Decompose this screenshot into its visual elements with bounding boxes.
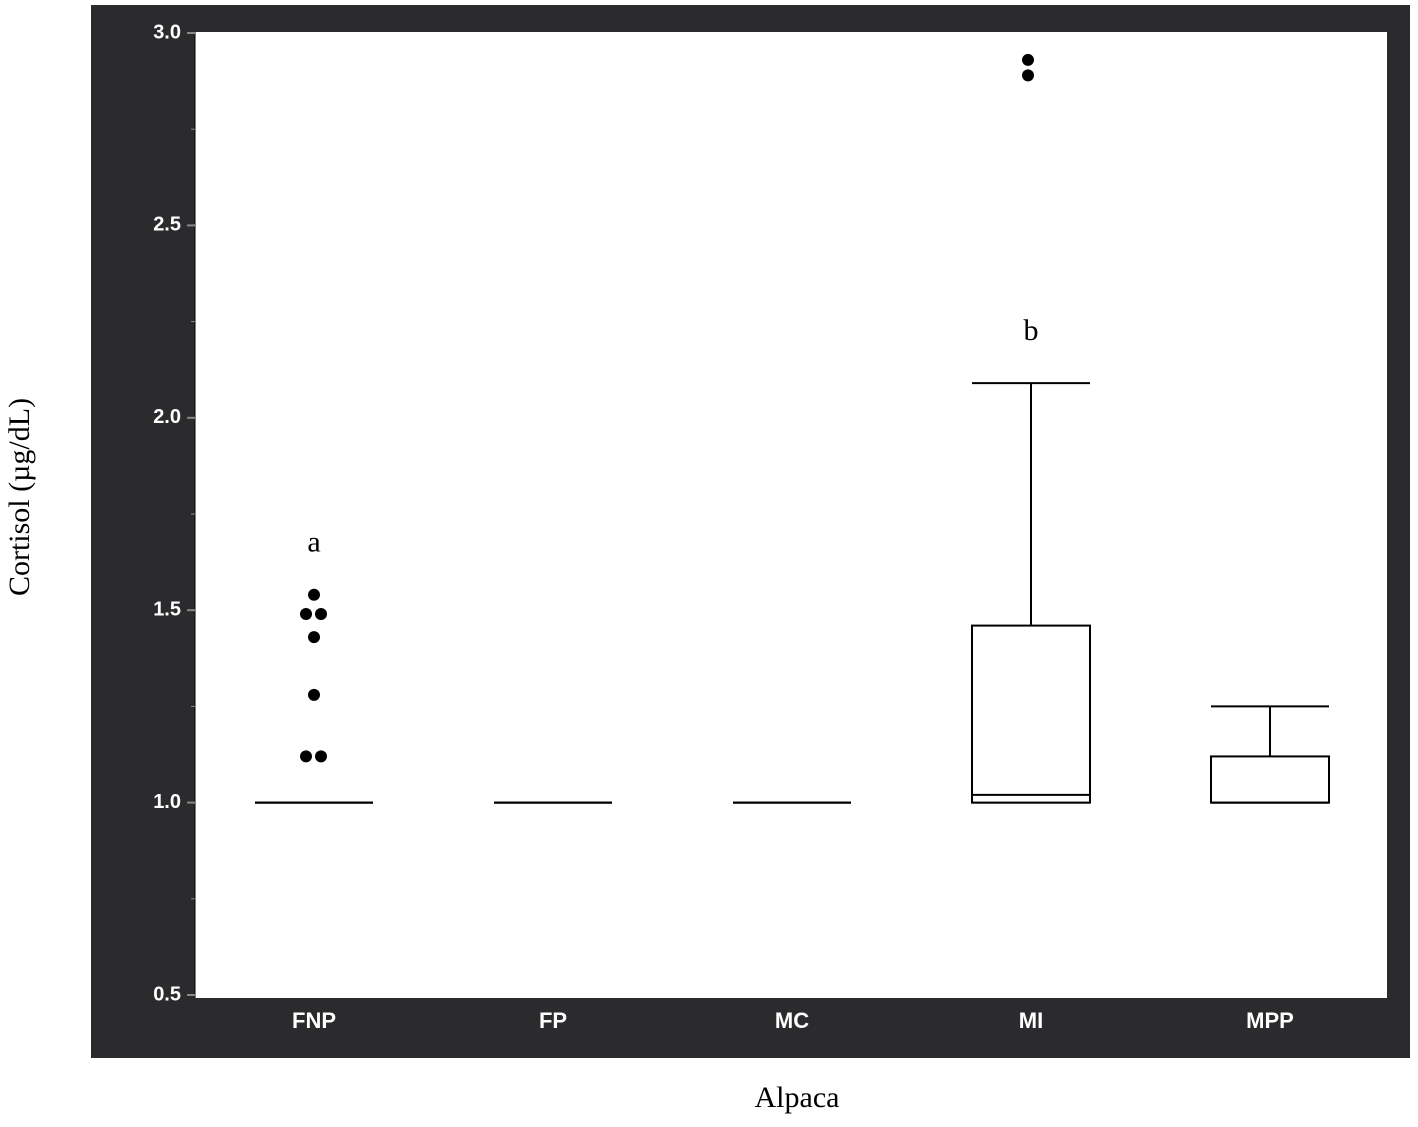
outlier — [315, 750, 327, 763]
x-tick-label: MPP — [1246, 1008, 1294, 1033]
plot-area — [195, 32, 1387, 998]
outlier — [300, 608, 312, 621]
annotation: b — [1024, 314, 1039, 347]
outlier — [308, 588, 320, 601]
y-tick-label: 3.0 — [153, 21, 181, 43]
x-axis-label: Alpaca — [755, 1081, 840, 1114]
box — [1210, 755, 1330, 804]
y-tick-label: 2.5 — [153, 214, 181, 236]
y-tick-label: 2.0 — [153, 406, 181, 428]
outlier — [1022, 69, 1034, 82]
outlier — [315, 608, 327, 621]
y-tick-label: 1.5 — [153, 598, 181, 620]
x-tick-label: MC — [775, 1008, 809, 1033]
x-tick-label: MI — [1019, 1008, 1043, 1033]
outlier — [308, 688, 320, 701]
x-tick-label: FP — [539, 1008, 567, 1033]
y-tick-label: 0.5 — [153, 983, 181, 1005]
x-tick-label: FNP — [292, 1008, 336, 1033]
outlier — [300, 750, 312, 763]
outlier — [1022, 53, 1034, 66]
y-tick-label: 1.0 — [153, 791, 181, 813]
annotation: a — [307, 526, 320, 559]
box — [971, 624, 1091, 804]
y-axis-label: Cortisol (µg/dL) — [3, 398, 36, 596]
outlier — [308, 631, 320, 644]
